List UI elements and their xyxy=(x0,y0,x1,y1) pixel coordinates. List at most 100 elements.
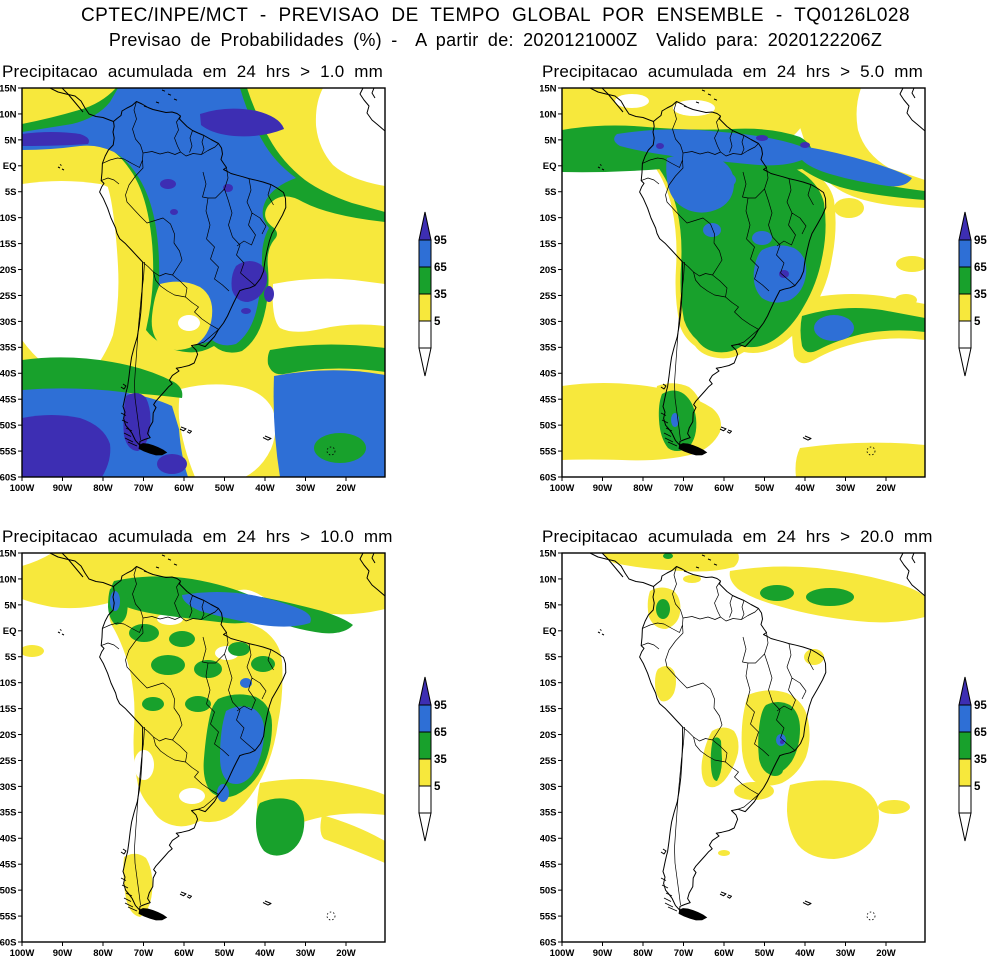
lat-tick-label: 60S xyxy=(540,472,557,483)
lat-tick-label: 60S xyxy=(0,937,17,948)
longitude-axis: 100W 90W 80W 70W 60W 50W 40W 30W 20W xyxy=(550,477,896,494)
lon-tick-label: 90W xyxy=(593,483,613,494)
panel-title: Precipitacao acumulada em 24 hrs > 1.0 m… xyxy=(2,62,384,81)
latitude-axis: 15N 10N 5N EQ 5S 10S 15S 20S 25S 30S 35S 40S 45S 50S 5… xyxy=(540,84,562,483)
lat-tick-label: EQ xyxy=(3,626,17,637)
lat-tick-label: 50S xyxy=(0,886,17,897)
lat-tick-label: 10S xyxy=(540,213,557,224)
lon-tick-label: 70W xyxy=(134,483,154,494)
lon-tick-label: 30W xyxy=(836,948,856,959)
legend-label: 35 xyxy=(434,289,447,301)
legend-label: 65 xyxy=(974,262,987,274)
subtitle: Previsao de Probabilidades (%) - A parti… xyxy=(108,30,883,50)
panel-title: Precipitacao acumulada em 24 hrs > 20.0 … xyxy=(542,527,933,546)
map-figure: 15N 10N 5N EQ 5S 10S 15S 20S 25S 30S 35S 40S 45S 50S 5… xyxy=(0,84,447,494)
lat-tick-label: 20S xyxy=(540,730,557,741)
lat-tick-label: 10S xyxy=(540,678,557,689)
lat-tick-label: 5S xyxy=(545,652,557,663)
colorbar: 95 65 35 5 xyxy=(958,676,987,842)
lon-tick-label: 40W xyxy=(795,948,815,959)
legend-label: 5 xyxy=(434,781,441,793)
lon-tick-label: 80W xyxy=(93,483,113,494)
lat-tick-label: 20S xyxy=(540,265,557,276)
map-frame xyxy=(21,87,386,478)
lat-tick-label: 15S xyxy=(540,704,557,715)
lon-tick-label: 50W xyxy=(215,483,235,494)
lat-tick-label: 15S xyxy=(540,239,557,250)
lat-tick-label: 25S xyxy=(540,756,557,767)
legend-label: 95 xyxy=(974,235,987,247)
lon-tick-label: 100W xyxy=(550,483,575,494)
main-title: CPTEC/INPE/MCT - PREVISAO DE TEMPO GLOBA… xyxy=(80,5,911,26)
lon-tick-label: 100W xyxy=(550,948,575,959)
lon-tick-label: 70W xyxy=(674,948,694,959)
lon-tick-label: 30W xyxy=(296,948,316,959)
lat-tick-label: 15N xyxy=(540,549,557,559)
legend-label: 5 xyxy=(434,316,441,328)
lat-tick-label: 45S xyxy=(540,395,557,406)
lon-tick-label: 80W xyxy=(93,948,113,959)
lat-tick-label: 50S xyxy=(0,421,17,432)
map-figure: 15N 10N 5N EQ 5S 10S 15S 20S 25S 30S 35S 40S 45S 50S 5… xyxy=(540,549,987,959)
longitude-axis: 100W 90W 80W 70W 60W 50W 40W 30W 20W xyxy=(550,942,896,959)
lat-tick-label: EQ xyxy=(543,626,557,637)
lat-tick-label: 40S xyxy=(0,369,17,380)
lat-tick-label: 5S xyxy=(545,187,557,198)
colorbar: 95 65 35 5 xyxy=(418,676,447,842)
latitude-axis: 15N 10N 5N EQ 5S 10S 15S 20S 25S 30S 35S 40S 45S 50S 5… xyxy=(0,84,22,483)
map-area xyxy=(562,88,925,477)
panel-precip-gt-10mm: Precipitacao acumulada em 24 hrs > 10.0 … xyxy=(0,527,451,959)
legend-label: 95 xyxy=(434,235,447,247)
lat-tick-label: 5N xyxy=(544,135,556,146)
latitude-axis: 15N 10N 5N EQ 5S 10S 15S 20S 25S 30S 35S 40S 45S 50S 5… xyxy=(540,549,562,948)
longitude-axis: 100W 90W 80W 70W 60W 50W 40W 30W 20W xyxy=(10,942,356,959)
lon-tick-label: 30W xyxy=(296,483,316,494)
legend-label: 5 xyxy=(974,316,981,328)
panel-precip-gt-1mm: Precipitacao acumulada em 24 hrs > 1.0 m… xyxy=(0,62,451,494)
lon-tick-label: 100W xyxy=(10,483,35,494)
longitude-axis: 100W 90W 80W 70W 60W 50W 40W 30W 20W xyxy=(10,477,356,494)
lon-tick-label: 40W xyxy=(255,948,275,959)
lat-tick-label: 15S xyxy=(0,704,17,715)
lat-tick-label: 15N xyxy=(540,84,557,94)
lat-tick-label: 45S xyxy=(0,860,17,871)
legend-label: 95 xyxy=(974,700,987,712)
lon-tick-label: 70W xyxy=(674,483,694,494)
lat-tick-label: 50S xyxy=(540,421,557,432)
legend-label: 5 xyxy=(974,781,981,793)
lon-tick-label: 50W xyxy=(215,948,235,959)
map-figure: 15N 10N 5N EQ 5S 10S 15S 20S 25S 30S 35S 40S 45S 50S 5… xyxy=(540,84,987,494)
lat-tick-label: 25S xyxy=(540,291,557,302)
lat-tick-label: 25S xyxy=(0,291,17,302)
map-frame xyxy=(21,552,386,943)
lat-tick-label: 5N xyxy=(4,600,16,611)
lat-tick-label: 45S xyxy=(540,860,557,871)
lat-tick-label: 30S xyxy=(0,317,17,328)
lat-tick-label: 25S xyxy=(0,756,17,767)
lat-tick-label: 55S xyxy=(540,911,557,922)
panel-title: Precipitacao acumulada em 24 hrs > 10.0 … xyxy=(2,527,393,546)
map-frame xyxy=(561,552,926,943)
legend-label: 35 xyxy=(434,754,447,766)
lon-tick-label: 80W xyxy=(633,483,653,494)
lat-tick-label: 15S xyxy=(0,239,17,250)
lat-tick-label: 10N xyxy=(540,574,557,585)
lat-tick-label: 30S xyxy=(0,782,17,793)
lat-tick-label: 30S xyxy=(540,317,557,328)
lat-tick-label: 5N xyxy=(544,600,556,611)
lon-tick-label: 100W xyxy=(10,948,35,959)
lon-tick-label: 50W xyxy=(755,483,775,494)
map-frame xyxy=(561,87,926,478)
lat-tick-label: 35S xyxy=(540,808,557,819)
lon-tick-label: 20W xyxy=(876,948,896,959)
lon-tick-label: 70W xyxy=(134,948,154,959)
lon-tick-label: 90W xyxy=(53,483,73,494)
panel-title: Precipitacao acumulada em 24 hrs > 5.0 m… xyxy=(542,62,924,81)
map-area xyxy=(22,553,385,942)
lat-tick-label: 20S xyxy=(0,730,17,741)
lon-tick-label: 40W xyxy=(795,483,815,494)
lat-tick-label: 40S xyxy=(540,834,557,845)
lon-tick-label: 20W xyxy=(336,483,356,494)
legend-label: 95 xyxy=(434,700,447,712)
latitude-axis: 15N 10N 5N EQ 5S 10S 15S 20S 25S 30S 35S 40S 45S 50S 5… xyxy=(0,549,22,948)
